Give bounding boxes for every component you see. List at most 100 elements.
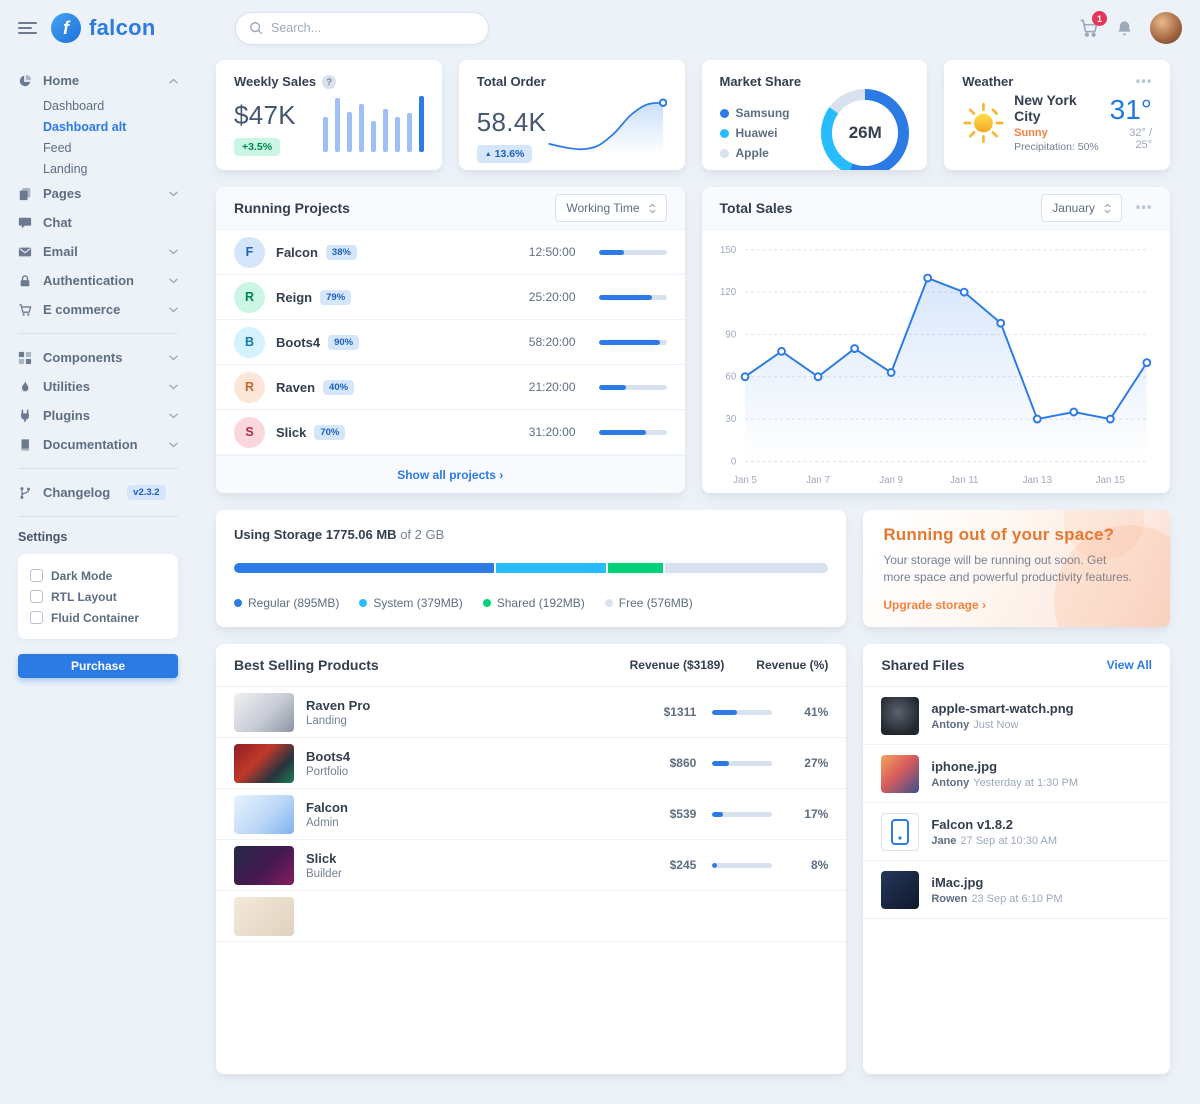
help-icon[interactable]: ? [322, 74, 337, 89]
total-sales-chart-area: 0 30 60 90 120 150 Jan 5 Jan 7 Jan 9 Jan 11 Jan 13… [702, 230, 1171, 493]
card-title: Shared Files [881, 657, 965, 673]
checkbox-fluid-container[interactable] [30, 611, 43, 624]
card-menu-icon[interactable]: ⋯ [1135, 71, 1152, 91]
bell-icon [1118, 20, 1131, 35]
bar [358, 103, 364, 152]
sidebar-item-dashboard[interactable]: Dashboard [43, 98, 105, 113]
user-avatar[interactable] [1150, 12, 1182, 44]
weather-city: New York City [1014, 92, 1077, 124]
file-name[interactable]: iMac.jpg [931, 874, 984, 890]
file-row[interactable]: Falcon v1.8.2 Jane 27 Sep at 10:30 AM [863, 803, 1170, 861]
svg-text:60: 60 [725, 372, 736, 383]
file-row[interactable]: iMac.jpg Rowen 23 Sep at 6:10 PM [863, 861, 1170, 919]
sidebar-item-changelog[interactable]: Changelog v2.3.2 [18, 478, 178, 507]
file-name[interactable]: Falcon v1.8.2 [931, 816, 1013, 832]
sidebar-item-feed[interactable]: Feed [43, 140, 72, 155]
file-name[interactable]: apple-smart-watch.png [931, 700, 1074, 716]
sidebar: Home Dashboard Dashboard alt Feed Landing Pag… [0, 56, 200, 678]
sidebar-item-e-commerce[interactable]: E commerce [18, 295, 178, 324]
project-name[interactable]: Falcon [276, 244, 318, 260]
project-info: Falcon 38% [276, 244, 507, 260]
sidebar-item-chat[interactable]: Chat [18, 208, 178, 237]
product-progress-fill [712, 862, 718, 868]
product-percent: 8% [810, 858, 829, 872]
weekly-sales-value: $47K [234, 100, 296, 130]
upgrade-storage-link[interactable]: Upgrade storage › [883, 598, 986, 612]
project-name[interactable]: Boots4 [276, 334, 321, 350]
product-category[interactable]: Builder [306, 867, 342, 880]
file-time: 27 Sep at 10:30 AM [960, 834, 1058, 847]
show-all-projects-link[interactable]: Show all projects › [397, 468, 503, 482]
product-category[interactable]: Landing [306, 714, 347, 727]
bar [334, 97, 340, 152]
sidebar-item-landing[interactable]: Landing [43, 161, 88, 176]
product-category[interactable]: Admin [306, 816, 339, 829]
project-name[interactable]: Reign [276, 289, 313, 305]
settings-option-fluid-container[interactable]: Fluid Container [30, 607, 166, 628]
sidebar-item-label: Pages [43, 186, 82, 201]
cart-button[interactable]: 1 [1079, 11, 1107, 38]
project-name[interactable]: Raven [276, 379, 316, 395]
file-owner: Antony [931, 718, 970, 731]
falcon-logo[interactable]: f falcon [51, 13, 209, 43]
legend-dot [604, 599, 613, 607]
banner-body: Your storage will be running out soon. G… [883, 553, 1133, 585]
chevron-right-icon: › [499, 467, 504, 482]
product-thumbnail [234, 743, 294, 783]
sidebar-item-authentication[interactable]: Authentication [18, 266, 178, 295]
menu-toggle-button[interactable] [18, 22, 37, 34]
working-time-select[interactable]: Working Time [555, 194, 667, 222]
notifications-button[interactable] [1115, 19, 1134, 38]
weather-card: Weather ⋯ New Y [944, 60, 1170, 170]
file-row[interactable]: iphone.jpg Antony Yesterday at 1:30 PM [863, 745, 1170, 803]
product-name[interactable]: Slick [306, 850, 337, 866]
legend-dot [719, 128, 729, 138]
caret-up-icon: ▲ [484, 151, 492, 158]
svg-text:Jan 15: Jan 15 [1095, 475, 1125, 486]
sidebar-item-utilities[interactable]: Utilities [18, 372, 178, 401]
market-share-legend: Samsung Huawei Apple [719, 106, 790, 160]
checkbox-rtl-layout[interactable] [30, 590, 43, 603]
file-row[interactable]: apple-smart-watch.png Antony Just Now [863, 687, 1170, 745]
settings-option-rtl-layout[interactable]: RTL Layout [30, 586, 166, 607]
checkbox-dark-mode[interactable] [30, 569, 43, 582]
project-avatar: F [234, 236, 265, 268]
falcon-file-icon [891, 818, 910, 845]
search-input[interactable] [271, 21, 475, 35]
product-revenue: $860 [669, 756, 697, 770]
project-name[interactable]: Slick [276, 424, 307, 440]
sidebar-item-pages[interactable]: Pages [18, 179, 178, 208]
sidebar-item-label: Home [43, 73, 80, 88]
sidebar-item-email[interactable]: Email [18, 237, 178, 266]
sidebar-item-dashboard-alt[interactable]: Dashboard alt [43, 119, 127, 134]
sidebar-item-plugins[interactable]: Plugins [18, 401, 178, 430]
select-value: January [1052, 201, 1095, 215]
product-name[interactable]: Falcon [306, 799, 348, 815]
card-menu-icon[interactable]: ⋯ [1135, 198, 1152, 217]
sidebar-item-home[interactable]: Home [18, 66, 178, 95]
file-name[interactable]: iphone.jpg [931, 758, 998, 774]
product-name[interactable]: Raven Pro [306, 697, 371, 713]
sidebar-item-components[interactable]: Components [18, 343, 178, 372]
project-progress-bar [598, 294, 667, 300]
file-meta: Rowen 23 Sep at 6:10 PM [931, 893, 1062, 905]
purchase-button[interactable]: Purchase [18, 654, 178, 678]
weather-range: 32° / 25° [1129, 127, 1152, 151]
weekly-sales-card: Weekly Sales ? $47K +3.5% [216, 60, 442, 170]
product-row: Boots4 Portfolio $860 27% [216, 738, 847, 789]
project-info: Raven 40% [276, 379, 507, 395]
project-row: S Slick 70% 31:20:00 [216, 410, 685, 455]
card-title: Total Sales [719, 200, 793, 216]
product-thumbnail [234, 692, 294, 732]
navbar-actions: 1 [1079, 11, 1182, 44]
sidebar-item-documentation[interactable]: Documentation [18, 430, 178, 459]
project-percent-badge: 38% [325, 244, 357, 260]
global-search[interactable] [235, 11, 489, 45]
project-percent-badge: 90% [328, 334, 360, 350]
view-all-link[interactable]: View All [1106, 658, 1152, 672]
product-name[interactable]: Boots4 [306, 748, 351, 764]
product-category[interactable]: Portfolio [306, 765, 349, 778]
month-select[interactable]: January [1041, 194, 1122, 222]
settings-option-dark-mode[interactable]: Dark Mode [30, 565, 166, 586]
product-progress-bar [712, 709, 773, 715]
